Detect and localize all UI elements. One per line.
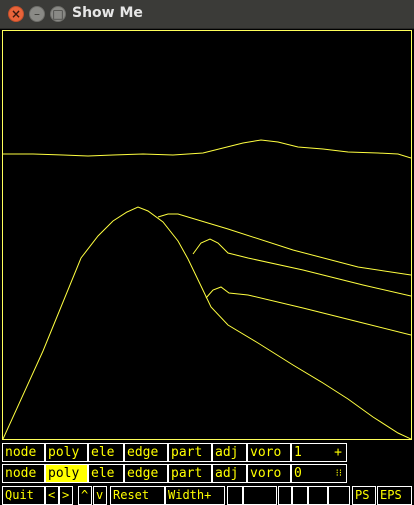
row1-number-field[interactable]: 1 +: [291, 443, 347, 462]
blank-button-5[interactable]: [308, 486, 328, 505]
width-plus-button[interactable]: Width+: [165, 486, 225, 505]
row1-voro-button[interactable]: voro: [247, 443, 291, 462]
row1-node-button[interactable]: node: [2, 443, 45, 462]
toolbar-row-1: node poly ele edge part adj voro 1 +: [2, 443, 347, 462]
row2-poly-button[interactable]: poly: [45, 464, 88, 483]
down-button[interactable]: v: [93, 486, 107, 505]
quit-button[interactable]: Quit: [2, 486, 45, 505]
eps-button[interactable]: EPS: [377, 486, 412, 505]
row1-number-value: 1: [294, 445, 302, 460]
toolbar-row-3: Quit < > ^ v Reset Width+ PS EPS: [2, 486, 412, 505]
band-line-1: [157, 213, 411, 276]
minimize-icon: –: [34, 7, 40, 21]
minimize-window-button[interactable]: –: [29, 6, 45, 22]
row2-part-button[interactable]: part: [168, 464, 212, 483]
row2-ele-button[interactable]: ele: [88, 464, 124, 483]
row1-adj-button[interactable]: adj: [212, 443, 247, 462]
row2-number-field[interactable]: 0 ⁝⁝: [291, 464, 347, 483]
blank-button-4[interactable]: [292, 486, 308, 505]
window-title: Show Me: [72, 5, 143, 21]
row2-grid-icon[interactable]: ⁝⁝: [335, 468, 342, 479]
close-window-button[interactable]: ×: [8, 6, 24, 22]
row1-poly-button[interactable]: poly: [45, 443, 88, 462]
blank-button-6[interactable]: [328, 486, 350, 505]
row2-node-button[interactable]: node: [2, 464, 45, 483]
ps-button[interactable]: PS: [352, 486, 376, 505]
row2-number-value: 0: [294, 466, 302, 481]
band-line-3: [205, 286, 411, 336]
toolbar-row-2: node poly ele edge part adj voro 0 ⁝⁝: [2, 464, 347, 483]
row1-part-button[interactable]: part: [168, 443, 212, 462]
maximize-icon: □: [52, 7, 64, 21]
blank-button-2[interactable]: [243, 486, 277, 505]
mesh-drawing: [3, 139, 411, 439]
row2-adj-button[interactable]: adj: [212, 464, 247, 483]
left-button[interactable]: <: [45, 486, 59, 505]
close-icon: ×: [10, 7, 22, 21]
up-button[interactable]: ^: [78, 486, 92, 505]
maximize-window-button[interactable]: □: [50, 6, 66, 22]
row1-increment-icon[interactable]: +: [334, 445, 342, 460]
row1-edge-button[interactable]: edge: [124, 443, 168, 462]
blank-button-1[interactable]: [227, 486, 243, 505]
row1-ele-button[interactable]: ele: [88, 443, 124, 462]
blank-button-3[interactable]: [278, 486, 292, 505]
row2-edge-button[interactable]: edge: [124, 464, 168, 483]
peak-outline: [3, 206, 411, 439]
drawing-canvas[interactable]: [2, 30, 412, 440]
title-bar: × – □ Show Me: [0, 0, 414, 29]
reset-button[interactable]: Reset: [110, 486, 165, 505]
right-button[interactable]: >: [59, 486, 73, 505]
band-line-2: [192, 238, 411, 297]
ridge-line: [3, 139, 411, 159]
row2-voro-button[interactable]: voro: [247, 464, 291, 483]
